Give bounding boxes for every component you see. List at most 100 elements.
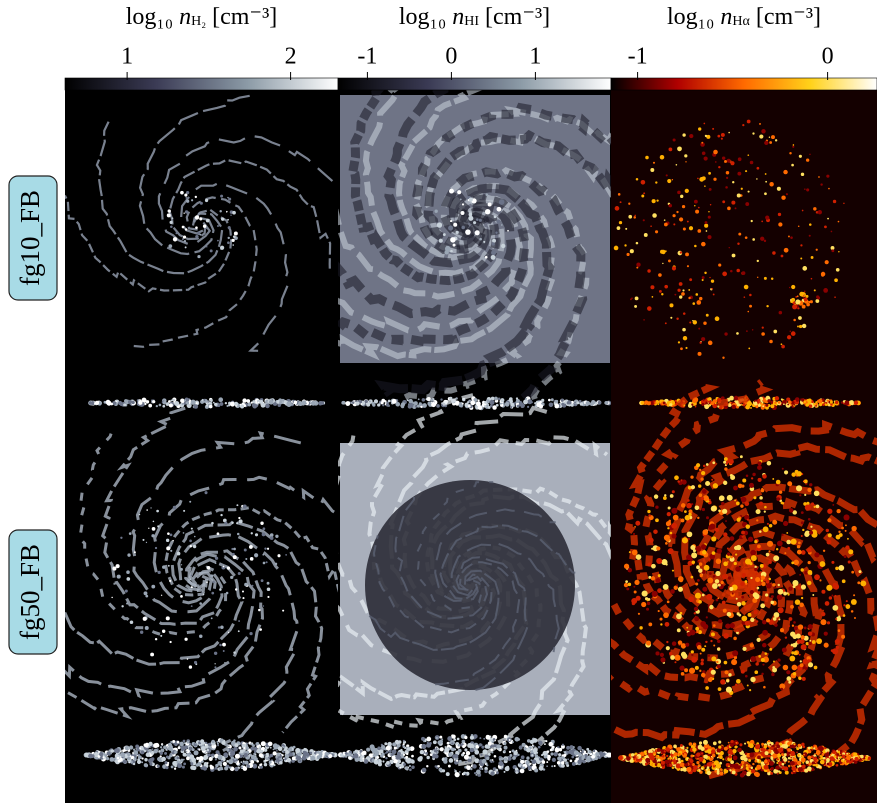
speckle: [728, 748, 733, 753]
speckle: [259, 400, 264, 404]
speckle: [102, 756, 105, 759]
speckle: [648, 622, 653, 627]
speckle: [757, 401, 760, 404]
speckle: [690, 575, 694, 579]
speckle: [648, 575, 652, 579]
speckle: [234, 743, 239, 748]
speckle: [688, 763, 693, 768]
speckle: [468, 197, 473, 202]
speckle: [732, 650, 739, 657]
speckle: [651, 590, 658, 597]
speckle: [366, 747, 371, 752]
speckle: [489, 404, 493, 408]
speckle: [704, 681, 707, 684]
speckle: [802, 761, 805, 764]
speckle: [190, 527, 193, 530]
speckle: [726, 176, 729, 179]
speckle: [230, 756, 235, 760]
speckle: [406, 757, 412, 763]
spiral-arm: [100, 405, 224, 626]
speckle: [388, 749, 392, 753]
label-part: n: [452, 4, 464, 30]
speckle: [578, 399, 582, 403]
speckle: [836, 753, 840, 756]
speckle: [759, 563, 764, 568]
speckle: [696, 463, 701, 468]
speckle: [797, 754, 800, 757]
row-label-box: fg50_FB: [8, 529, 58, 655]
speckle: [343, 754, 345, 757]
tick-label: -1: [628, 44, 648, 70]
speckle: [613, 245, 619, 251]
speckle: [865, 756, 869, 760]
speckle: [781, 765, 785, 770]
speckle: [719, 761, 723, 765]
speckle: [729, 654, 734, 659]
speckle: [558, 758, 562, 762]
speckle: [676, 210, 679, 214]
speckle: [792, 304, 798, 310]
speckle: [842, 614, 846, 617]
speckle: [212, 401, 215, 404]
speckle: [760, 579, 764, 582]
speckle: [826, 621, 831, 625]
speckle: [764, 140, 769, 146]
speckle: [630, 753, 635, 757]
speckle: [752, 762, 755, 766]
speckle: [252, 403, 258, 409]
speckle: [773, 555, 780, 562]
speckle: [661, 249, 666, 255]
speckle: [444, 245, 451, 252]
speckle: [816, 296, 821, 300]
speckle: [715, 558, 722, 565]
speckle: [800, 244, 803, 247]
speckle: [666, 763, 670, 767]
speckle: [727, 576, 732, 580]
label-part: H₂: [191, 14, 206, 29]
speckle: [426, 397, 431, 402]
speckle: [183, 762, 187, 766]
speckle: [643, 192, 646, 195]
speckle: [272, 751, 277, 756]
speckle: [561, 763, 565, 768]
speckle: [718, 165, 721, 169]
speckle: [492, 745, 495, 748]
label-part: log₁₀: [399, 4, 452, 30]
speckle: [774, 139, 778, 142]
speckle: [816, 638, 823, 645]
speckle: [798, 541, 801, 545]
speckle: [127, 399, 132, 404]
speckle: [126, 577, 131, 581]
speckle: [243, 756, 245, 758]
speckle: [664, 494, 667, 497]
speckle: [774, 623, 778, 627]
speckle: [773, 768, 779, 774]
speckle: [234, 753, 240, 759]
speckle: [642, 219, 645, 222]
speckle: [223, 752, 228, 758]
speckle: [174, 742, 178, 747]
speckle: [581, 748, 584, 751]
speckle: [685, 252, 689, 257]
speckle: [764, 751, 769, 756]
speckle: [195, 226, 198, 229]
speckle: [775, 766, 779, 770]
speckle: [479, 237, 482, 241]
speckle: [791, 472, 796, 477]
speckle: [692, 319, 694, 322]
speckle: [276, 752, 281, 757]
speckle: [464, 761, 467, 764]
speckle: [715, 763, 722, 769]
speckle: [697, 229, 702, 233]
speckle: [731, 592, 734, 595]
speckle: [466, 765, 471, 771]
speckle: [716, 769, 720, 773]
speckle: [492, 760, 495, 763]
speckle: [454, 753, 459, 759]
speckle: [676, 317, 679, 320]
speckle: [407, 404, 412, 409]
speckle: [496, 219, 501, 224]
speckle: [736, 631, 739, 635]
speckle: [713, 644, 716, 647]
speckle: [174, 401, 180, 407]
